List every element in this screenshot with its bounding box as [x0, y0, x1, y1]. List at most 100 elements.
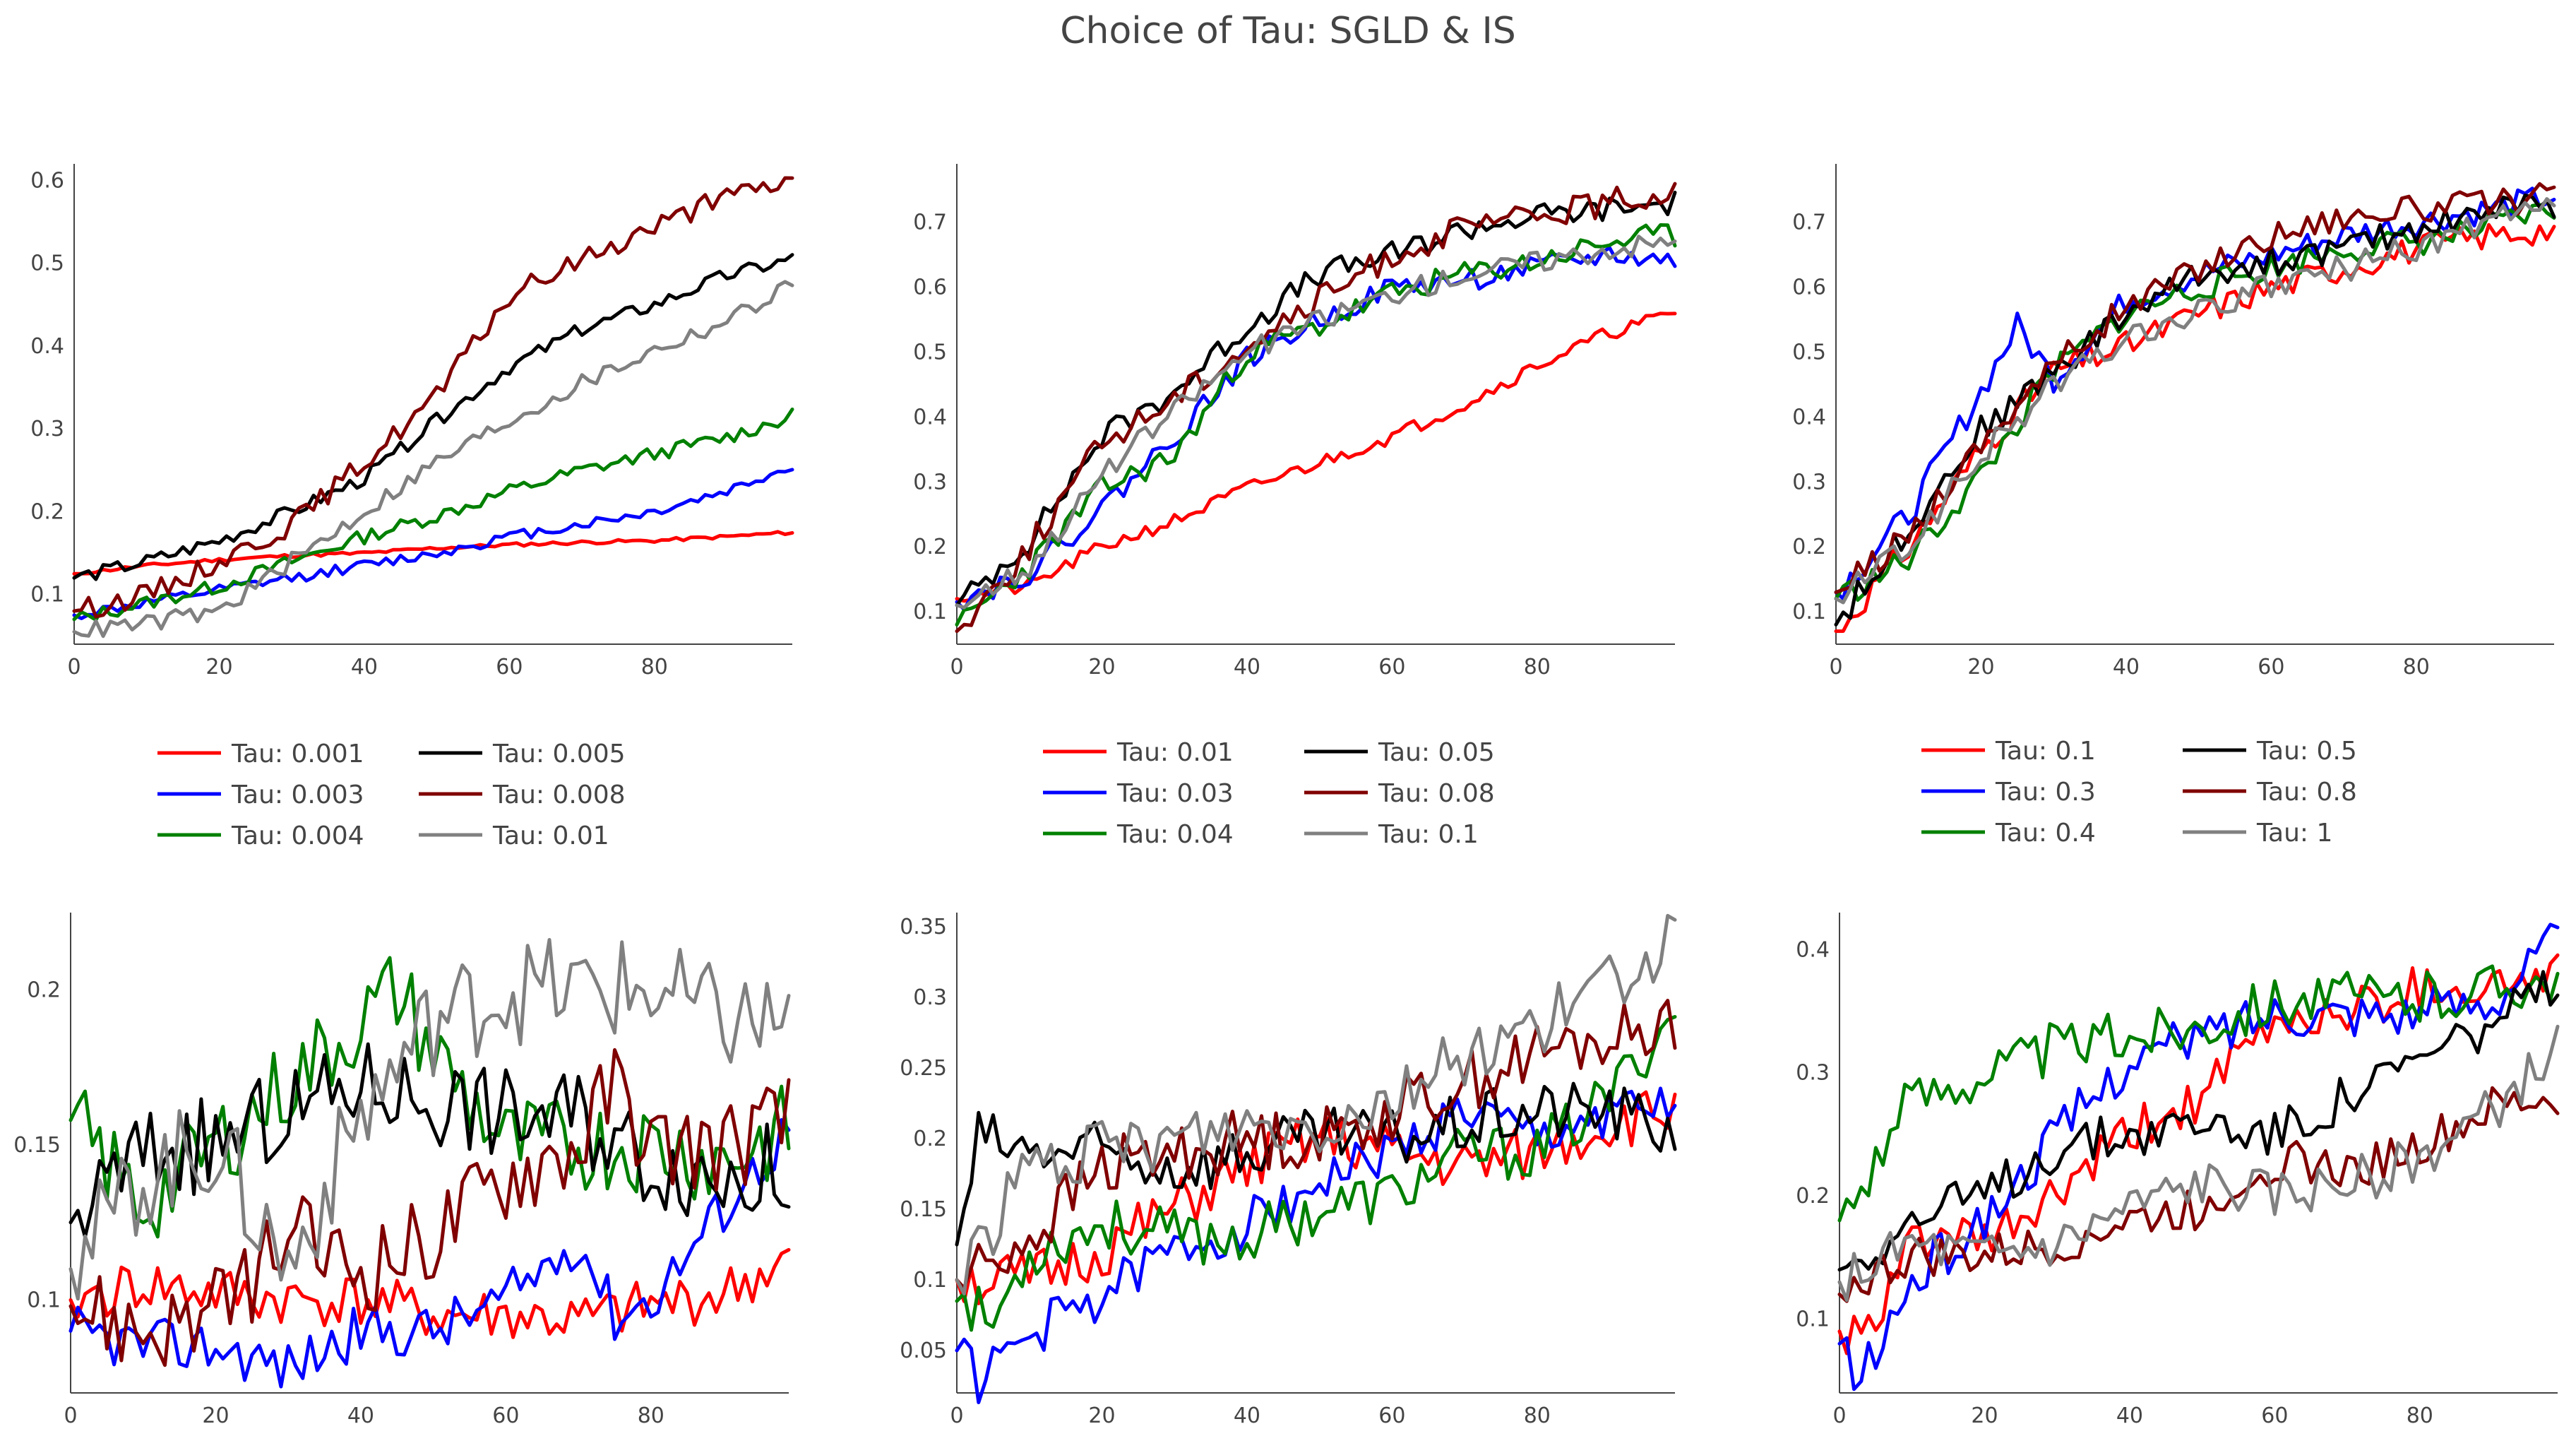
legend-entry-label: Tau: 0.005 — [492, 740, 626, 768]
y-tick-label: 0.4 — [30, 334, 64, 359]
legend-entry-label: Tau: 0.1 — [1378, 820, 1479, 849]
chart-panel-3: 0 20 40 60 80 0.1 0.2 0.3 0.4 0.5 0.6 0.7 — [1792, 164, 2556, 680]
y-tick-label: 0.05 — [900, 1339, 947, 1363]
main-title: Choice of Tau: SGLD & IS — [1060, 10, 1516, 52]
legend-entry-label: Tau: 0.003 — [231, 781, 364, 809]
y-tick-label: 0.2 — [913, 535, 947, 559]
series-line-4 — [955, 1081, 1677, 1247]
legend-entry-label: Tau: 0.3 — [1995, 778, 2096, 807]
x-tick-label: 80 — [1524, 655, 1551, 680]
series-line-2 — [1837, 922, 2560, 1391]
legend-2: Tau: 0.01 Tau: 0.03 Tau: 0.04 Tau: 0.05 Tau:… — [1043, 738, 1495, 849]
x-tick-label: 60 — [1378, 655, 1405, 680]
x-tick-label: 0 — [1829, 655, 1842, 680]
legend-entry-label: Tau: 0.8 — [2256, 778, 2357, 807]
legend-3: Tau: 0.1 Tau: 0.3 Tau: 0.4 Tau: 0.5 Tau: 0.8… — [1921, 737, 2357, 848]
legend-entry-label: Tau: 0.08 — [1378, 779, 1495, 808]
chart-panel-1: 0 20 40 60 80 0.1 0.2 0.3 0.4 0.5 0.6 — [30, 164, 794, 680]
series-line-3 — [1834, 203, 2556, 602]
y-tick-label: 0.2 — [30, 499, 64, 524]
series-line-4 — [1837, 970, 2560, 1272]
legend-entry-label: Tau: 0.03 — [1116, 779, 1234, 808]
y-tick-label: 0.1 — [1792, 600, 1826, 624]
x-tick-label: 60 — [2261, 1404, 2288, 1428]
series-line-2 — [72, 468, 794, 620]
x-tick-label: 40 — [351, 655, 378, 680]
series-line-5 — [1834, 182, 2556, 594]
series-line-2 — [68, 1118, 791, 1389]
series-line-4 — [72, 253, 794, 581]
y-tick-label: 0.5 — [30, 251, 64, 276]
series-line-3 — [1837, 964, 2560, 1223]
y-tick-label: 0.25 — [900, 1056, 947, 1081]
x-tick-label: 20 — [1967, 655, 1994, 680]
x-tick-label: 80 — [2407, 1404, 2433, 1428]
y-tick-label: 0.3 — [913, 985, 947, 1010]
y-tick-label: 0.1 — [1796, 1307, 1830, 1331]
legend-entry-label: Tau: 0.008 — [492, 781, 626, 809]
series-line-2 — [955, 1086, 1677, 1404]
legend-entry-label: Tau: 1 — [2256, 819, 2332, 848]
y-tick-label: 0.1 — [913, 600, 947, 624]
series-line-4 — [1834, 193, 2556, 627]
y-tick-label: 0.1 — [27, 1288, 61, 1312]
y-tick-label: 0.15 — [13, 1133, 61, 1158]
y-tick-label: 0.4 — [1792, 405, 1826, 429]
series-line-1 — [1837, 953, 2560, 1355]
series-line-1 — [955, 1090, 1677, 1305]
y-tick-label: 0.3 — [913, 470, 947, 494]
legend-entry-label: Tau: 0.04 — [1116, 820, 1234, 849]
y-tick-label: 0.6 — [30, 168, 64, 193]
series-line-2 — [1834, 186, 2556, 600]
series-line-6 — [955, 913, 1677, 1295]
y-tick-label: 0.4 — [1796, 937, 1830, 962]
y-tick-label: 0.15 — [900, 1197, 947, 1222]
x-tick-label: 40 — [2113, 655, 2140, 680]
x-tick-label: 0 — [64, 1404, 77, 1428]
x-tick-label: 0 — [950, 655, 963, 680]
x-tick-label: 0 — [950, 1404, 963, 1428]
y-tick-label: 0.3 — [30, 417, 64, 441]
x-tick-label: 80 — [1524, 1404, 1551, 1428]
series-line-1 — [72, 530, 794, 576]
y-tick-label: 0.2 — [1792, 535, 1826, 559]
legend-entry-label: Tau: 0.05 — [1378, 738, 1495, 767]
chart-panel-4: 0 20 40 60 80 0.1 0.15 0.2 — [13, 913, 791, 1428]
y-tick-label: 0.2 — [27, 978, 61, 1003]
legend-entry-label: Tau: 0.01 — [492, 821, 609, 850]
y-tick-label: 0.5 — [913, 340, 947, 364]
legend-entry-label: Tau: 0.5 — [2256, 737, 2357, 766]
legend-entry-label: Tau: 0.001 — [231, 740, 364, 768]
y-tick-label: 0.1 — [30, 583, 64, 607]
series-line-6 — [1834, 197, 2556, 605]
y-tick-label: 0.7 — [913, 210, 947, 235]
chart-panel-6: 0 20 40 60 80 0.1 0.2 0.3 0.4 — [1796, 913, 2560, 1428]
series-line-5 — [72, 176, 794, 619]
y-tick-label: 0.2 — [913, 1127, 947, 1151]
series-line-5 — [955, 182, 1677, 634]
y-tick-label: 0.3 — [1796, 1061, 1830, 1086]
series-line-4 — [955, 191, 1677, 607]
y-tick-label: 0.3 — [1792, 470, 1826, 494]
x-tick-label: 40 — [2116, 1404, 2143, 1428]
x-tick-label: 80 — [641, 655, 668, 680]
x-tick-label: 40 — [1234, 655, 1260, 680]
legend-entry-label: Tau: 0.4 — [1995, 819, 2096, 848]
x-tick-label: 0 — [67, 655, 80, 680]
chart-panel-5: 0 20 40 60 80 0.05 0.1 0.15 0.2 0.25 0.3 0.35 — [900, 913, 1677, 1428]
x-tick-label: 60 — [2258, 655, 2284, 680]
x-tick-label: 40 — [1234, 1404, 1260, 1428]
series-line-3 — [68, 956, 791, 1239]
y-tick-label: 0.6 — [913, 275, 947, 300]
series-line-5 — [68, 1048, 791, 1367]
legend-1: Tau: 0.001 Tau: 0.003 Tau: 0.004 Tau: 0.005… — [157, 740, 626, 850]
series-line-4 — [68, 1042, 791, 1239]
x-tick-label: 40 — [347, 1404, 374, 1428]
legend-entry-label: Tau: 0.01 — [1116, 738, 1234, 767]
x-tick-label: 20 — [205, 655, 232, 680]
series-line-3 — [955, 223, 1677, 627]
series-line-1 — [955, 311, 1677, 603]
y-tick-label: 0.6 — [1792, 275, 1826, 300]
series-line-6 — [68, 938, 791, 1301]
